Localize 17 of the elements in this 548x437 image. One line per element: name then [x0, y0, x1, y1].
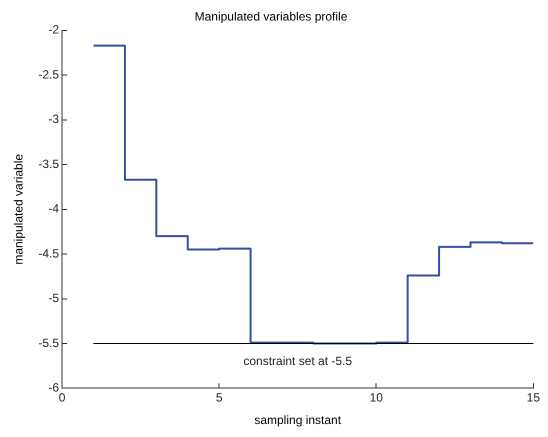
y-tick-label: -3.5: [38, 156, 60, 171]
x-tick-label: 0: [58, 390, 66, 405]
x-tick-label: 10: [370, 390, 384, 405]
x-axis-title: sampling instant: [254, 413, 342, 428]
y-tick-label: -5.5: [38, 336, 60, 350]
y-tick-label: -4: [48, 202, 60, 216]
chart-title: Manipulated variables profile: [194, 10, 348, 24]
ref-line-label: constraint set at -5.5: [243, 354, 352, 368]
x-tick-label: 15: [526, 390, 540, 405]
y-tick-label: -4.5: [38, 246, 60, 260]
y-axis-title: manipulated variable: [12, 154, 26, 265]
y-tick-label: -6: [48, 380, 60, 395]
x-tick-label: 5: [216, 390, 223, 405]
y-tick-label: -2.5: [38, 67, 60, 82]
y-tick-label: -3: [48, 112, 60, 126]
y-tick-label: -5: [48, 291, 60, 306]
y-tick-label: -2: [48, 22, 60, 37]
